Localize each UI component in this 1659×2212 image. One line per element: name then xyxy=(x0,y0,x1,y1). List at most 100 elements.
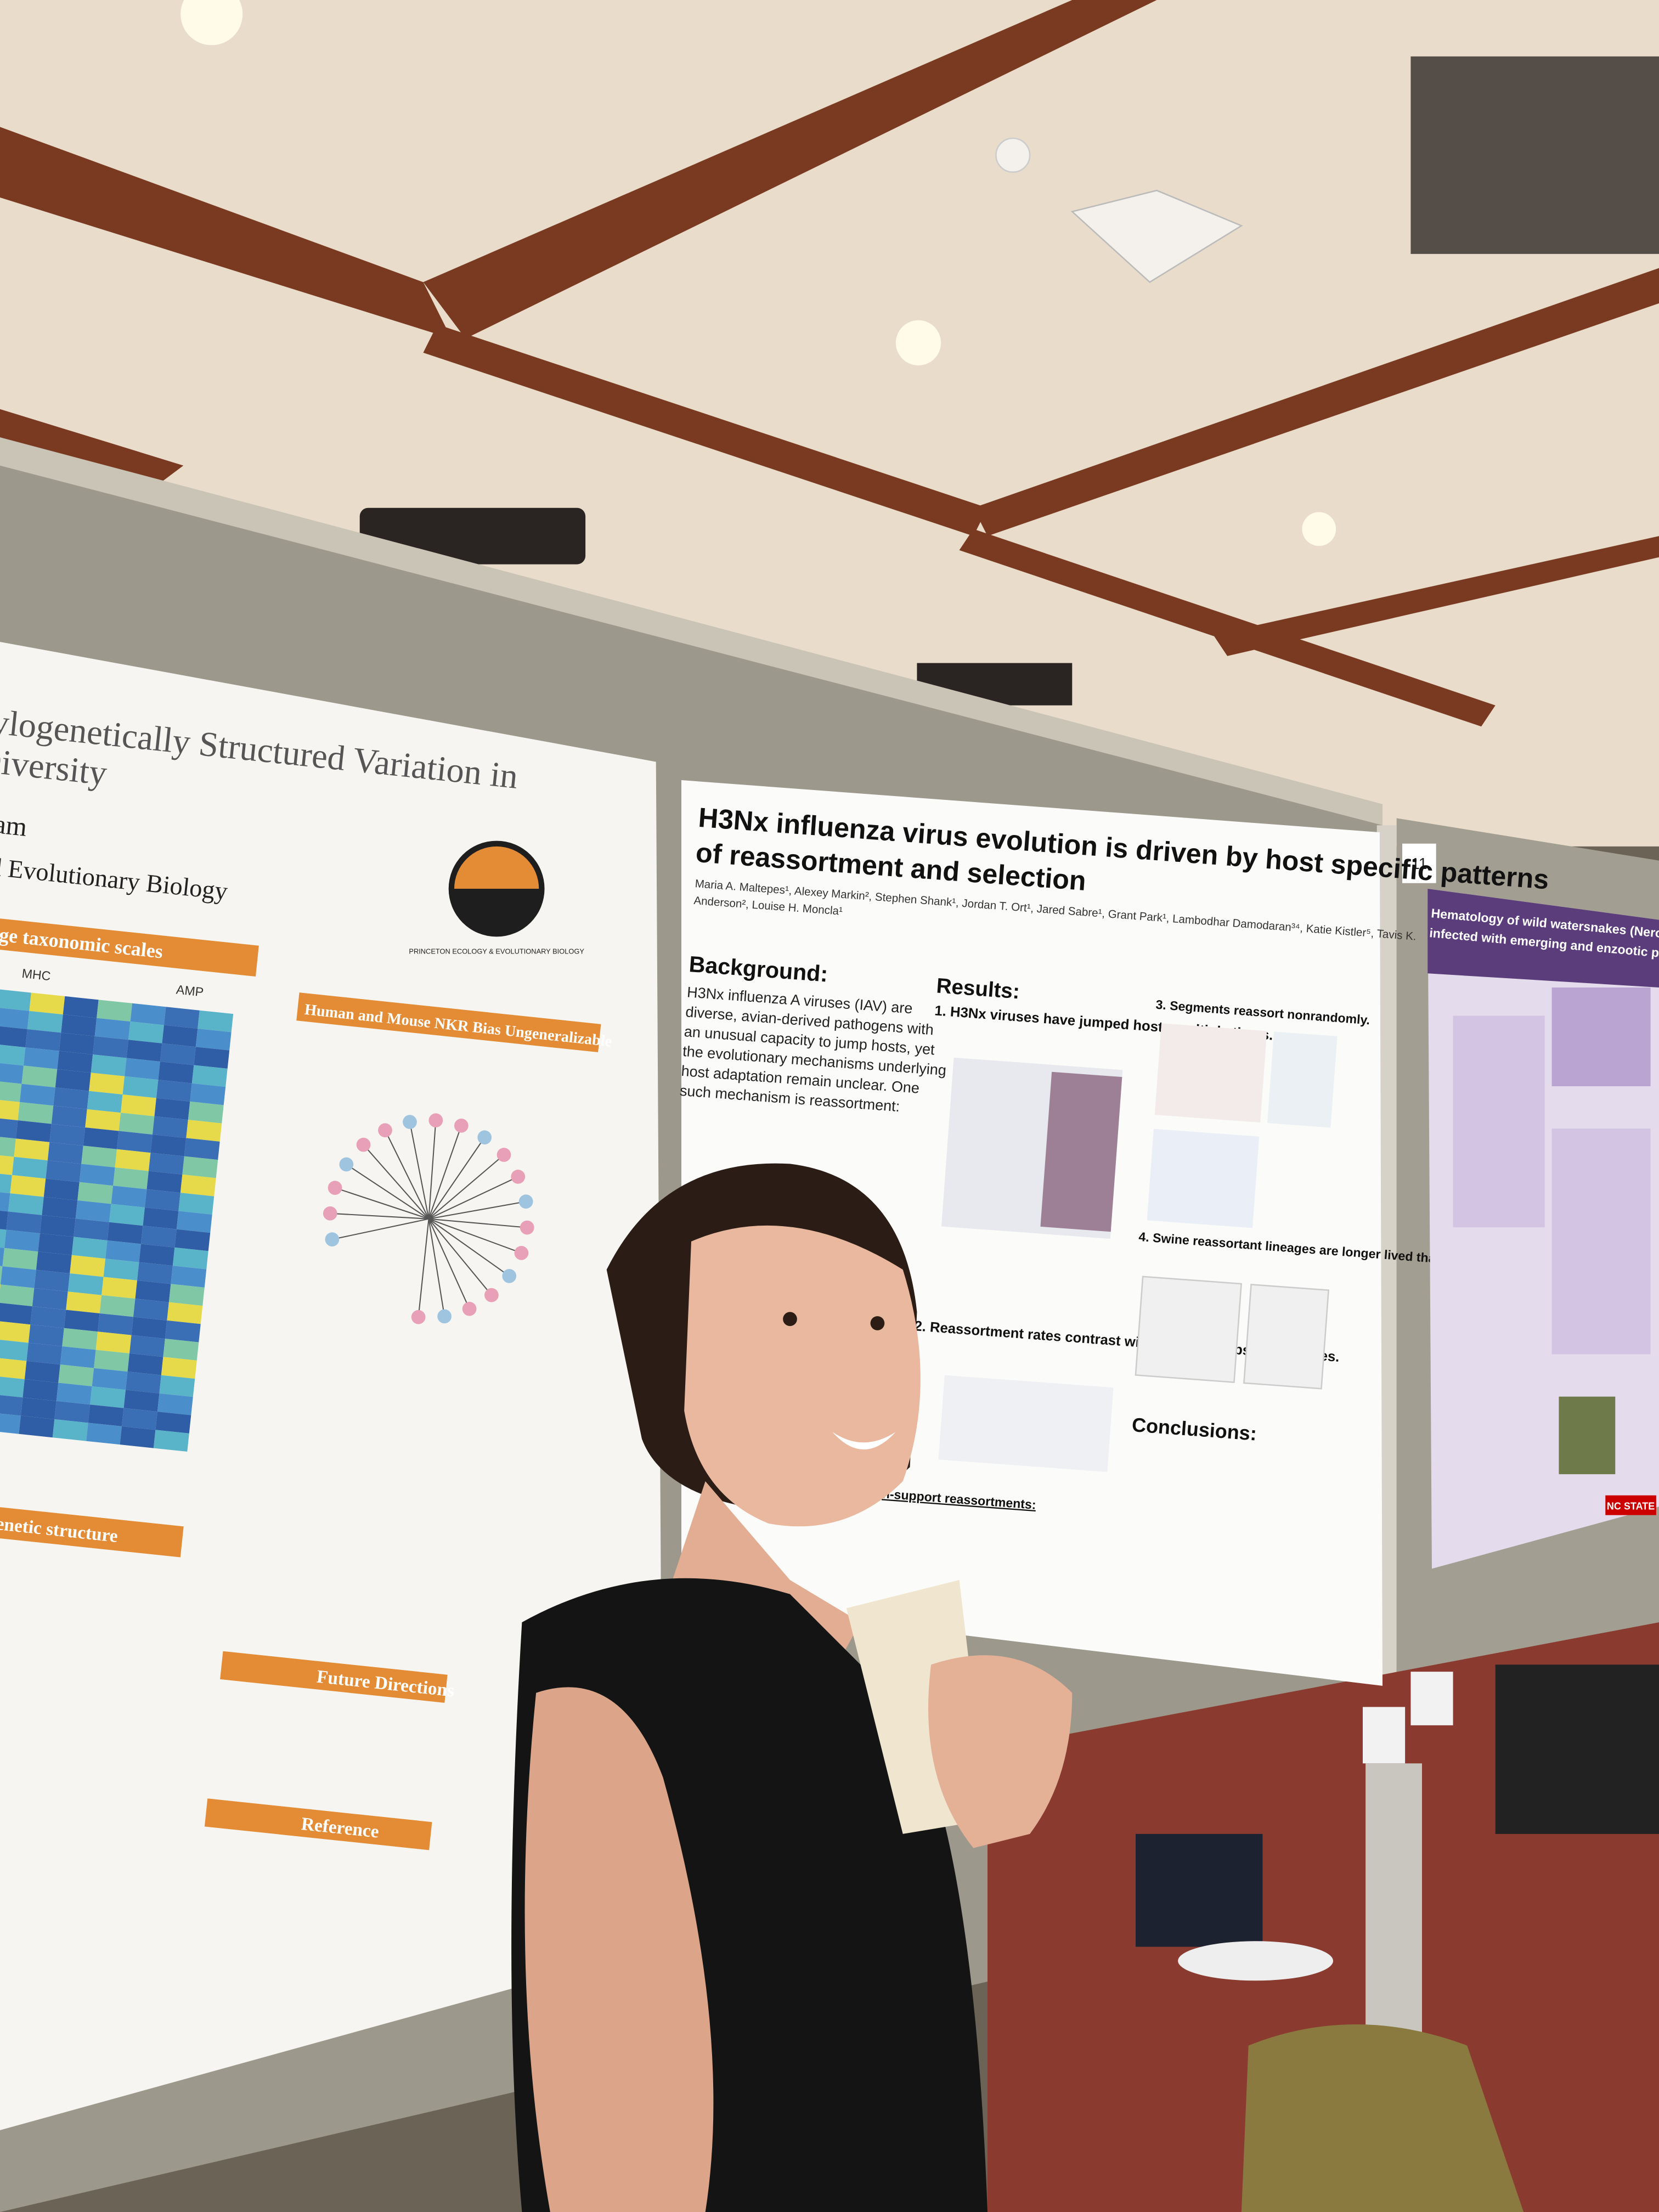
heatmap-cell xyxy=(0,1357,27,1380)
heatmap-cell xyxy=(123,1390,160,1412)
heatmap-cell xyxy=(129,1335,165,1357)
cup xyxy=(1410,1672,1453,1725)
heatmap-cell xyxy=(12,1156,48,1179)
heatmap-cell xyxy=(79,1164,115,1186)
ceiling-light xyxy=(895,320,941,365)
person-legs xyxy=(1136,1833,1263,1947)
tree-tip xyxy=(323,1206,337,1221)
tree-branch xyxy=(385,1130,430,1220)
tree-branch xyxy=(363,1144,430,1220)
segment-figure xyxy=(1147,1128,1260,1228)
heatmap-cell xyxy=(154,1098,190,1120)
heatmap-cell xyxy=(97,1000,133,1022)
heatmap-cell xyxy=(42,1197,78,1219)
ceiling-beam xyxy=(1213,536,1659,656)
tree-tip xyxy=(411,1310,426,1324)
ceiling-light xyxy=(1302,512,1336,546)
heatmap-cell xyxy=(90,1386,126,1408)
face xyxy=(684,1225,921,1527)
heatmap-cell xyxy=(20,1397,57,1419)
heatmap-cell xyxy=(62,1328,98,1350)
logo-half xyxy=(454,846,539,889)
heatmap-cell xyxy=(165,1320,201,1342)
heatmap-cell xyxy=(94,1018,131,1040)
poster-photo xyxy=(1559,1396,1616,1475)
heatmap-cell xyxy=(172,1247,208,1269)
tree-branch xyxy=(428,1218,470,1310)
heatmap-cell xyxy=(54,1401,91,1423)
ceiling-beam xyxy=(973,268,1659,537)
heatmap-cell xyxy=(98,1313,134,1335)
tree-branch xyxy=(428,1137,486,1220)
tree-branch xyxy=(428,1218,527,1228)
poster-author: ham xyxy=(0,807,29,842)
heatmap-cell xyxy=(105,1240,141,1262)
heatmap-cell xyxy=(171,1266,207,1288)
tree-tip xyxy=(437,1309,452,1324)
heatmap-cell xyxy=(144,1189,180,1211)
heatmap-cell xyxy=(140,1226,177,1248)
section-header-bar xyxy=(220,1651,448,1703)
heatmap-cell xyxy=(75,1200,111,1222)
heatmap-cell xyxy=(167,1302,203,1324)
heatmap-cell xyxy=(186,1120,222,1142)
heatmap-cell xyxy=(162,1025,198,1047)
heatmap-cell xyxy=(8,1193,44,1215)
smoke-detector xyxy=(995,137,1031,173)
carpet xyxy=(988,1622,1659,2212)
heatmap-cell xyxy=(131,1317,167,1339)
heatmap-cell xyxy=(0,1043,26,1066)
heatmap-cell xyxy=(191,1065,228,1087)
heatmap-cell xyxy=(0,1025,27,1048)
heatmap-cell xyxy=(57,1051,93,1073)
heatmap-cell xyxy=(32,1288,68,1310)
heatmap-cell xyxy=(163,1007,200,1029)
heatmap-cell xyxy=(122,1408,157,1430)
heatmap-cell xyxy=(0,1321,31,1343)
section-header-bar xyxy=(204,1798,432,1850)
board-number-card xyxy=(1402,843,1436,883)
heatmap-cell xyxy=(0,1116,18,1139)
heatmap-cell xyxy=(92,1368,128,1390)
section-header-bar xyxy=(296,992,601,1053)
cup xyxy=(1363,1707,1406,1764)
tree-figure-tips xyxy=(1040,1071,1122,1232)
heatmap-cell xyxy=(52,1419,88,1441)
heatmap-cell xyxy=(143,1207,179,1229)
heatmap-cell xyxy=(28,1324,64,1347)
heatmap-cell xyxy=(157,1393,193,1415)
axis-label: MHC xyxy=(21,966,52,983)
heatmap-cell xyxy=(158,1061,194,1084)
heatmap-cell xyxy=(59,1032,95,1055)
tree-tip xyxy=(378,1123,392,1138)
hand xyxy=(928,1655,1073,1848)
heatmap-cell xyxy=(40,1215,76,1237)
heatmap-cell xyxy=(4,1229,40,1252)
heatmap-cell xyxy=(150,1134,187,1156)
heatmap-cell xyxy=(117,1131,153,1153)
heatmap-cell xyxy=(174,1229,211,1251)
backpack xyxy=(1241,2024,1524,2212)
tree-tip xyxy=(356,1137,371,1152)
heatmap-cell xyxy=(81,1146,117,1168)
heatmap-cell xyxy=(176,1211,212,1233)
heatmap-cell xyxy=(113,1167,149,1189)
heatmap-cell xyxy=(22,1379,59,1401)
tree-tip xyxy=(496,1148,511,1162)
heatmap-cell xyxy=(178,1193,215,1215)
smile xyxy=(832,1432,896,1450)
tree-tip xyxy=(403,1115,417,1129)
poster-panel xyxy=(1551,1128,1651,1355)
heatmap xyxy=(0,989,234,1452)
section-header-bar xyxy=(0,1497,184,1558)
heatmap-cell xyxy=(14,1138,50,1161)
heatmap-cell xyxy=(182,1156,218,1178)
heatmap-cell xyxy=(127,1353,163,1375)
heatmap-cell xyxy=(125,1058,160,1080)
chandelier-body xyxy=(1410,56,1659,254)
heatmap-cell xyxy=(103,1259,139,1280)
tree-branch xyxy=(335,1187,429,1220)
tree-branch xyxy=(332,1218,429,1240)
